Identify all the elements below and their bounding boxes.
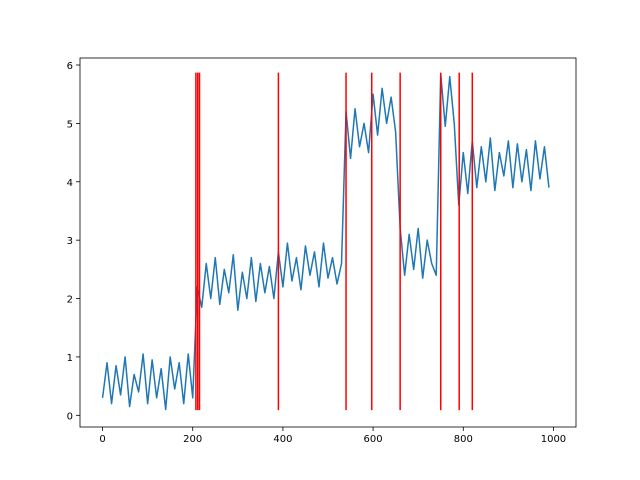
y-tick-label: 3 [67, 236, 73, 247]
x-tick-label: 1000 [541, 434, 566, 445]
y-tick-label: 0 [67, 411, 73, 422]
y-tick-label: 6 [67, 61, 73, 72]
y-tick-label: 1 [67, 353, 73, 364]
x-tick-label: 0 [99, 434, 105, 445]
y-tick-label: 2 [67, 295, 73, 306]
y-tick-label: 4 [67, 178, 73, 189]
x-tick-label: 400 [273, 434, 292, 445]
plot-frame [79, 57, 577, 428]
x-tick-label: 200 [183, 434, 202, 445]
data-line [101, 73, 550, 411]
x-tick-label: 800 [454, 434, 473, 445]
x-tick-label: 600 [364, 434, 383, 445]
y-tick-label: 5 [67, 119, 73, 130]
